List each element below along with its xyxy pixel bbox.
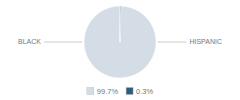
legend-item: 99.7% xyxy=(87,87,119,96)
pie xyxy=(84,6,156,78)
leader-line xyxy=(44,42,82,43)
legend-swatch xyxy=(126,88,133,95)
leader-line xyxy=(158,42,186,43)
pie-slice xyxy=(120,6,122,42)
legend-label: 0.3% xyxy=(136,87,153,96)
legend-label: 99.7% xyxy=(97,87,119,96)
annotation: HISPANIC xyxy=(189,38,222,45)
pie-slice xyxy=(84,6,156,78)
legend: 99.7% 0.3% xyxy=(87,87,154,96)
annotation: BLACK xyxy=(18,38,41,45)
legend-item: 0.3% xyxy=(126,87,153,96)
legend-swatch xyxy=(87,88,94,95)
chart: BLACK HISPANIC 99.7% 0.3% xyxy=(0,0,240,100)
